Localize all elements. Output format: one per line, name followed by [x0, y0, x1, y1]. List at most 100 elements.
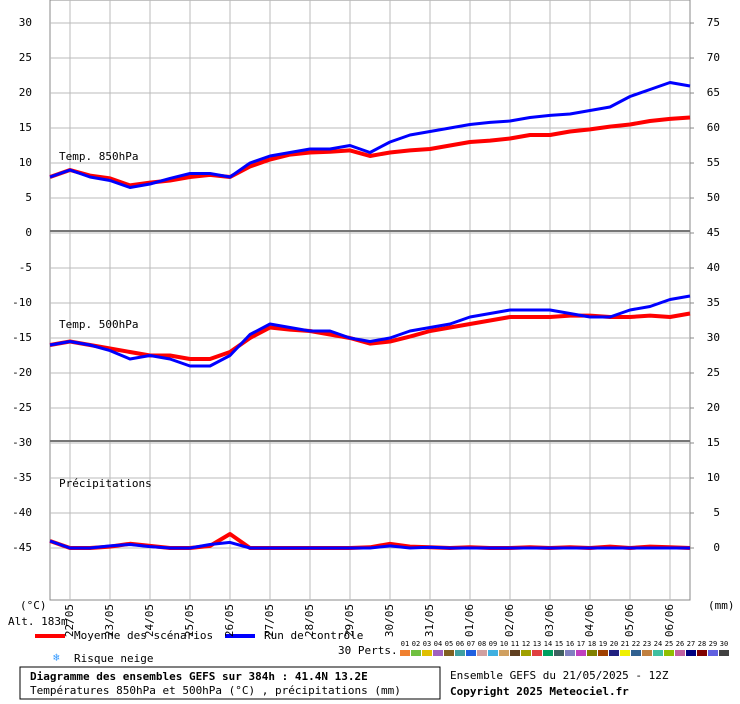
run-info: Ensemble GEFS du 21/05/2025 - 12Z	[450, 669, 669, 682]
y2-tick-label: 55	[707, 156, 720, 169]
x-tick-label: 03/06	[543, 604, 556, 637]
x-tick-label: 24/05	[143, 604, 156, 637]
y-tick-label: 20	[19, 86, 32, 99]
pert-label: 15	[555, 640, 563, 648]
pert-label: 22	[632, 640, 640, 648]
pert-swatch	[675, 650, 685, 656]
pert-swatch	[686, 650, 696, 656]
title: Diagramme des ensembles GEFS sur 384h : …	[30, 670, 368, 683]
y2-tick-label: 70	[707, 51, 720, 64]
pert-swatch	[565, 650, 575, 656]
pert-label: 27	[687, 640, 695, 648]
x-tick-label: 25/05	[183, 604, 196, 637]
pert-label: 08	[478, 640, 486, 648]
y2-tick-label: 10	[707, 471, 720, 484]
y-axis-label: (°C)	[20, 599, 47, 612]
y-tick-label: -25	[12, 401, 32, 414]
pert-swatch	[631, 650, 641, 656]
y2-tick-label: 35	[707, 296, 720, 309]
title-box	[19, 666, 441, 700]
y-tick-label: -30	[12, 436, 32, 449]
y2-tick-label: 30	[707, 331, 720, 344]
perts-label: 30 Perts.	[338, 644, 398, 657]
y2-tick-label: 0	[713, 541, 720, 554]
pert-swatch	[543, 650, 553, 656]
pert-swatch	[653, 650, 663, 656]
pert-swatch	[444, 650, 454, 656]
y-tick-label: -40	[12, 506, 32, 519]
y-tick-label: 25	[19, 51, 32, 64]
pert-swatch	[664, 650, 674, 656]
y-tick-label: 15	[19, 121, 32, 134]
plot-frame	[49, 0, 691, 601]
panel-label: Temp. 500hPa	[59, 318, 138, 331]
pert-swatch	[554, 650, 564, 656]
y-tick-label: 0	[25, 226, 32, 239]
pert-label: 16	[566, 640, 574, 648]
y-tick-label: 10	[19, 156, 32, 169]
pert-label: 03	[423, 640, 431, 648]
pert-label: 12	[522, 640, 530, 648]
legend-label: Moyenne des scénarios	[74, 629, 213, 642]
pert-swatch	[642, 650, 652, 656]
y-tick-label: 5	[25, 191, 32, 204]
y-tick-label: 30	[19, 16, 32, 29]
y2-tick-label: 60	[707, 121, 720, 134]
y2-axis-label: (mm)	[708, 599, 735, 612]
pert-swatch	[433, 650, 443, 656]
pert-label: 18	[588, 640, 596, 648]
pert-label: 05	[445, 640, 453, 648]
pert-label: 26	[676, 640, 684, 648]
pert-swatch	[422, 650, 432, 656]
y2-tick-label: 45	[707, 226, 720, 239]
pert-label: 29	[709, 640, 717, 648]
pert-label: 09	[489, 640, 497, 648]
copyright: Copyright 2025 Meteociel.fr	[450, 685, 629, 698]
snow-icon: ❄	[53, 651, 60, 664]
y-tick-label: -20	[12, 366, 32, 379]
pert-swatch	[411, 650, 421, 656]
pert-swatch	[521, 650, 531, 656]
pert-swatch	[499, 650, 509, 656]
pert-label: 10	[500, 640, 508, 648]
x-tick-label: 02/06	[503, 604, 516, 637]
pert-label: 14	[544, 640, 552, 648]
pert-label: 25	[665, 640, 673, 648]
y2-tick-label: 40	[707, 261, 720, 274]
x-tick-label: 26/05	[223, 604, 236, 637]
y2-tick-label: 15	[707, 436, 720, 449]
pert-label: 19	[599, 640, 607, 648]
series-line	[49, 81, 691, 189]
x-tick-label: 04/06	[583, 604, 596, 637]
pert-label: 13	[533, 640, 541, 648]
pert-swatch	[400, 650, 410, 656]
pert-label: 01	[401, 640, 409, 648]
series-line	[49, 294, 691, 368]
y-tick-label: -10	[12, 296, 32, 309]
pert-swatch	[620, 650, 630, 656]
pert-label: 02	[412, 640, 420, 648]
pert-label: 24	[654, 640, 662, 648]
pert-label: 30	[720, 640, 728, 648]
series-line	[49, 539, 690, 550]
pert-swatch	[697, 650, 707, 656]
y-tick-label: -35	[12, 471, 32, 484]
pert-label: 06	[456, 640, 464, 648]
x-tick-label: 27/05	[263, 604, 276, 637]
x-tick-label: 29/05	[343, 604, 356, 637]
pert-label: 23	[643, 640, 651, 648]
x-tick-label: 23/05	[103, 604, 116, 637]
pert-swatch	[510, 650, 520, 656]
pert-swatch	[532, 650, 542, 656]
x-tick-label: 28/05	[303, 604, 316, 637]
subtitle: Températures 850hPa et 500hPa (°C) , pré…	[30, 684, 401, 697]
pert-swatch	[708, 650, 718, 656]
pert-label: 07	[467, 640, 475, 648]
pert-swatch	[477, 650, 487, 656]
y-tick-label: -45	[12, 541, 32, 554]
pert-swatch	[598, 650, 608, 656]
x-tick-label: 05/06	[623, 604, 636, 637]
pert-swatch	[576, 650, 586, 656]
panel-label: Précipitations	[59, 477, 152, 490]
pert-swatch	[609, 650, 619, 656]
